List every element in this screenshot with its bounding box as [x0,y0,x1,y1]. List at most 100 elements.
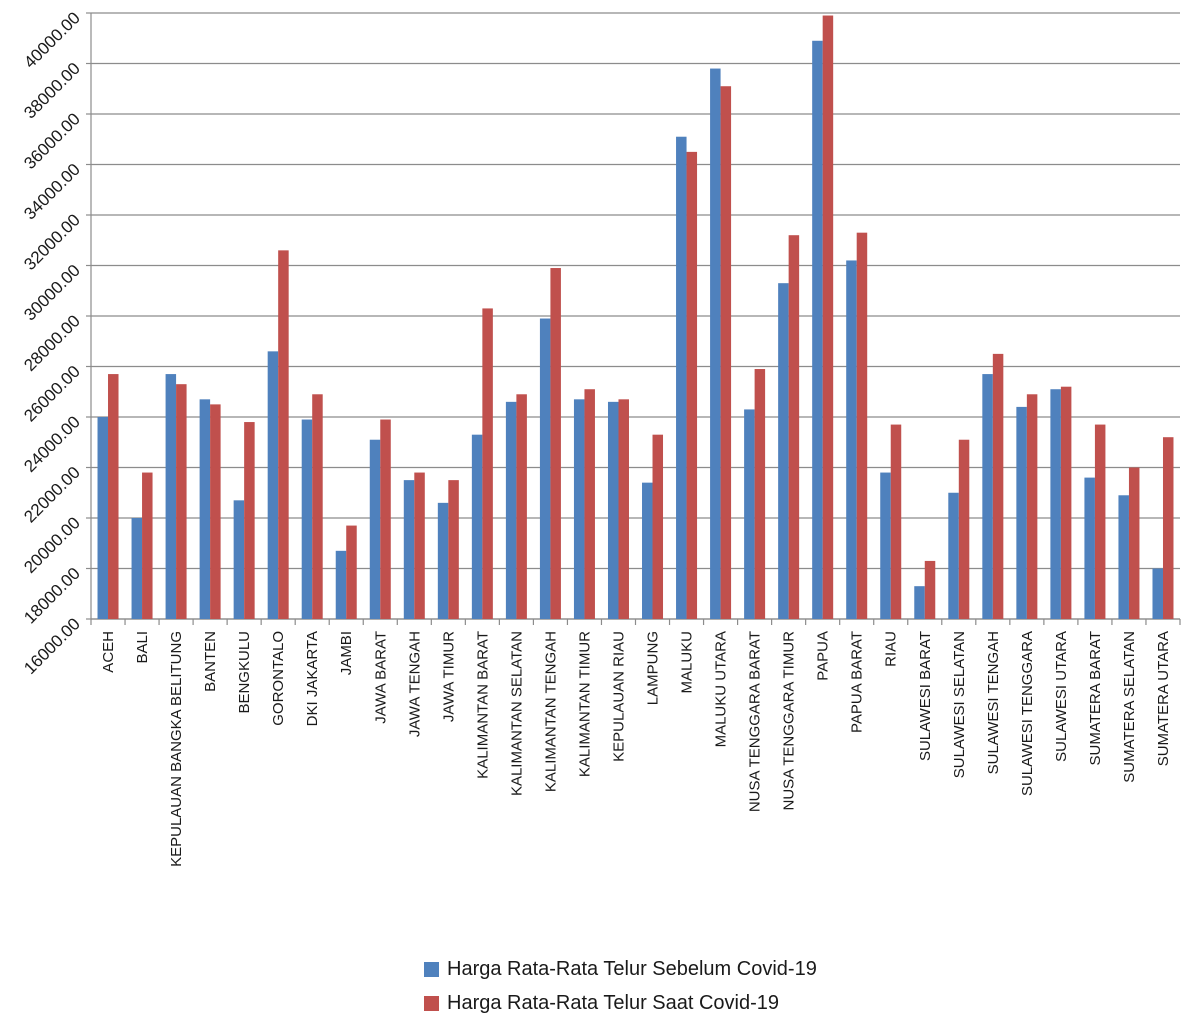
y-tick-label: 40000.00 [20,8,84,72]
x-tick-label: SUMATERA UTARA [1155,631,1172,766]
bar-during-covid [176,384,187,619]
x-tick-label: KALIMANTAN TIMUR [576,631,593,777]
bar-before-covid [471,434,483,619]
bar-before-covid [744,409,755,619]
x-tick-label: BENGKULU [236,631,253,714]
bar-during-covid [1162,437,1174,619]
x-tick-label: MALUKU UTARA [713,631,730,747]
bar-before-covid [403,480,415,619]
bar-before-covid [948,492,959,619]
x-tick-label: BANTEN [202,631,219,692]
bar-during-covid [720,86,732,620]
bar-during-covid [618,399,629,619]
bar-during-covid [550,268,561,619]
x-tick-label: GORONTALO [270,631,287,726]
x-tick-label: SUMATERA SELATAN [1121,631,1138,783]
legend-swatch-during [424,995,439,1011]
x-tick-label: SULAWESI TENGGARA [1019,631,1036,796]
bar-before-covid [914,586,925,619]
bar-before-covid [1152,568,1163,619]
bar-during-covid [890,424,902,619]
bar-before-covid [778,283,789,619]
bar-during-covid [686,151,698,619]
bar-before-covid [267,351,279,619]
x-tick-label: KALIMANTAN BARAT [474,631,491,779]
bar-during-covid [822,15,834,619]
bar-before-covid [1016,406,1027,619]
legend-swatch-before [424,961,439,977]
bar-before-covid [505,401,517,619]
bar-before-covid [199,399,211,619]
bar-before-covid [1084,477,1095,619]
x-tick-label: NUSA TENGGARA TIMUR [781,631,798,811]
bar-during-covid [652,434,664,619]
bar-before-covid [233,500,245,619]
x-tick-labels: ACEH BALI KEPULAUAN BANGKA BELITUNG BANTEN B… [100,631,1172,867]
bar-during-covid [482,308,493,619]
bar-before-covid [131,518,143,619]
x-tick-label: PAPUA [815,631,832,681]
bar-before-covid [437,502,449,619]
bar-during-covid [278,250,289,619]
x-tick-label: SULAWESI TENGAH [985,631,1002,774]
bar-during-covid [1026,394,1038,619]
bar-before-covid [539,318,551,619]
x-tick-label: SULAWESI UTARA [1053,631,1070,762]
bar-during-covid [856,232,868,620]
y-tick-labels: 16000.0018000.0020000.0022000.0024000.00… [20,8,84,678]
bar-before-covid [676,136,687,619]
bar-before-covid [301,419,313,619]
legend-label-during: Harga Rata-Rata Telur Saat Covid-19 [447,991,780,1014]
bar-during-covid [380,419,391,619]
bar-during-covid [1128,467,1140,619]
bar-during-covid [142,472,153,619]
bar-during-covid [448,480,459,619]
x-tick-label: ACEH [100,631,117,673]
x-tick-label: MALUKU [679,631,696,694]
x-tick-label: BALI [134,631,151,664]
bar-during-covid [1060,386,1072,619]
x-tick-label: DKI JAKARTA [304,631,321,726]
bar-before-covid [335,550,347,619]
x-tick-label: KALIMANTAN TENGAH [542,631,559,792]
x-tick-label: SULAWESI BARAT [917,631,934,761]
bar-during-covid [312,394,323,619]
x-tick-label: JAWA TENGAH [406,631,423,737]
x-tick-label: JAMBI [338,631,355,675]
bar-during-covid [754,369,766,619]
bar-before-covid [573,399,585,619]
legend-item-before: Harga Rata-Rata Telur Sebelum Covid-19 [424,952,1024,986]
x-tick-label: RIAU [883,631,900,667]
bar-during-covid [788,235,800,619]
x-tick-label: NUSA TENGGARA BARAT [747,631,764,812]
legend-item-during: Harga Rata-Rata Telur Saat Covid-19 [424,986,1024,1020]
bar-during-covid [958,439,970,619]
x-tick-label: KEPULAUAN BANGKA BELITUNG [168,631,185,867]
bar-during-covid [108,374,119,619]
bar-during-covid [516,394,527,619]
legend-label-before: Harga Rata-Rata Telur Sebelum Covid-19 [447,957,817,980]
bar-before-covid [710,68,721,620]
x-tick-label: KALIMANTAN SELATAN [508,631,525,796]
x-tick-label: LAMPUNG [645,631,662,705]
x-tick-label: JAWA TIMUR [440,631,457,722]
bar-during-covid [924,560,936,619]
bar-during-covid [1094,424,1106,619]
bar-before-covid [607,401,619,619]
bar-before-covid [812,40,823,619]
bar-before-covid [880,472,891,619]
bar-during-covid [992,353,1004,619]
bar-before-covid [1050,389,1061,619]
legend: Harga Rata-Rata Telur Sebelum Covid-19 H… [424,952,1024,1020]
bar-during-covid [346,525,357,619]
x-tick-label: PAPUA BARAT [849,631,866,733]
x-tick-label: SULAWESI SELATAN [951,631,968,778]
bar-before-covid [642,482,653,619]
x-tick-label: SUMATERA BARAT [1087,631,1104,765]
bar-during-covid [414,472,425,619]
bar-during-covid [584,389,595,619]
bar-before-covid [982,374,993,619]
bar-before-covid [369,439,381,619]
bar-during-covid [244,422,255,619]
